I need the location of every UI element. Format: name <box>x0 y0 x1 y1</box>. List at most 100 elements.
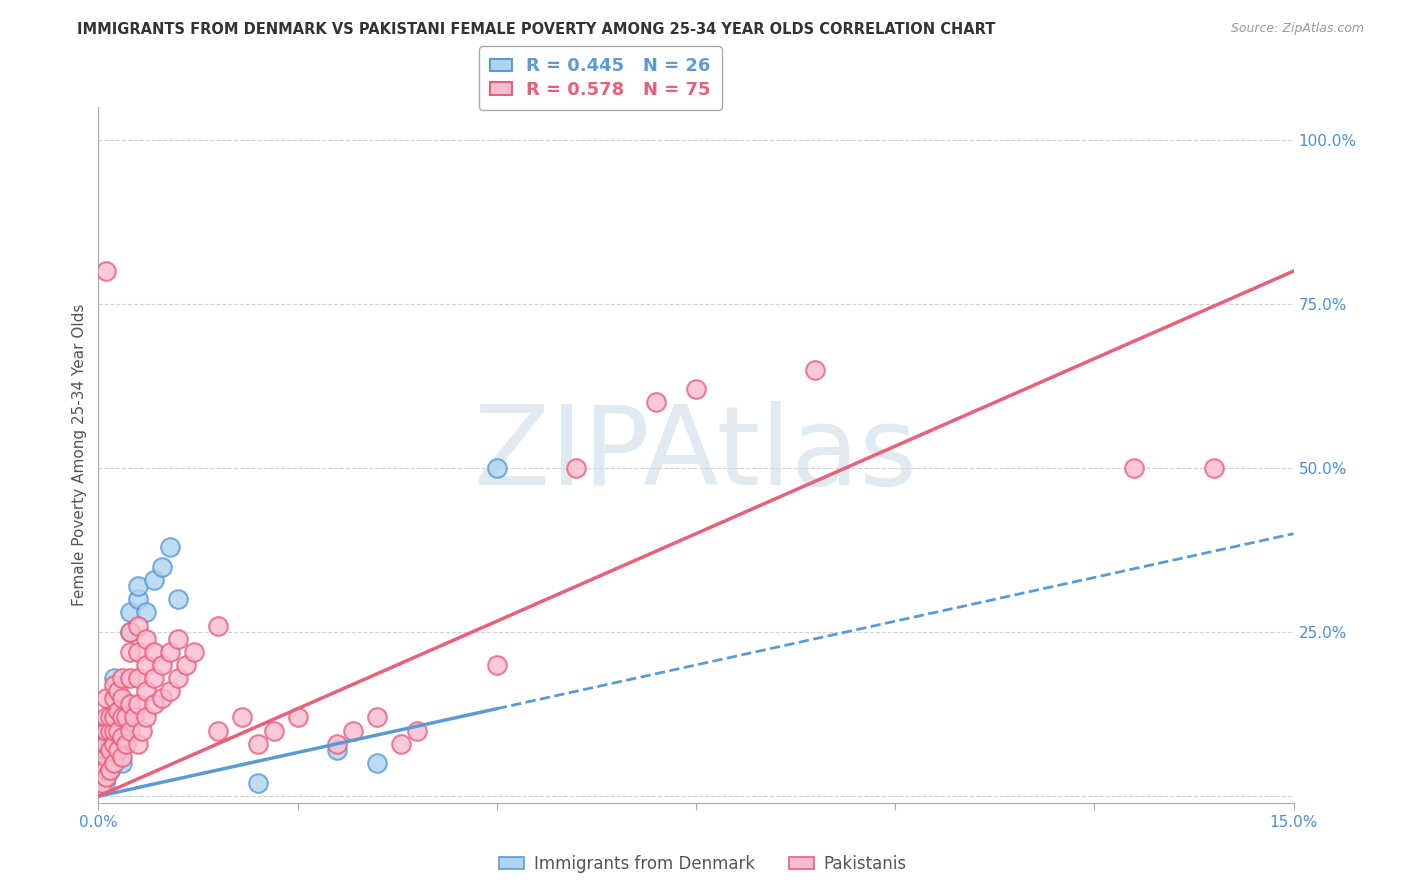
Point <box>167 592 190 607</box>
Point <box>120 625 142 640</box>
Point <box>485 657 508 672</box>
Point <box>96 264 118 278</box>
Point <box>135 684 157 698</box>
Point <box>143 573 166 587</box>
Legend: R = 0.445   N = 26, R = 0.578   N = 75: R = 0.445 N = 26, R = 0.578 N = 75 <box>479 46 721 110</box>
Point <box>111 671 134 685</box>
Point <box>103 690 125 705</box>
Point <box>1202 461 1225 475</box>
Point <box>96 690 118 705</box>
Point <box>150 690 173 705</box>
Point <box>103 723 125 738</box>
Point <box>91 776 114 790</box>
Point <box>143 698 166 712</box>
Point <box>167 632 190 646</box>
Y-axis label: Female Poverty Among 25-34 Year Olds: Female Poverty Among 25-34 Year Olds <box>72 304 87 606</box>
Point <box>246 776 269 790</box>
Point <box>103 678 125 692</box>
Point <box>246 737 269 751</box>
Point <box>174 657 197 672</box>
Point <box>135 710 157 724</box>
Point <box>120 625 142 640</box>
Text: Source: ZipAtlas.com: Source: ZipAtlas.com <box>1230 22 1364 36</box>
Point <box>96 710 118 724</box>
Point <box>107 704 129 718</box>
Point <box>94 776 117 790</box>
Point <box>107 723 129 738</box>
Point <box>103 671 125 685</box>
Point <box>135 657 157 672</box>
Point <box>103 756 125 771</box>
Point <box>685 382 707 396</box>
Point <box>115 710 138 724</box>
Point <box>127 645 149 659</box>
Point <box>231 710 253 724</box>
Point <box>127 618 149 632</box>
Point <box>159 684 181 698</box>
Point <box>96 737 118 751</box>
Text: IMMIGRANTS FROM DENMARK VS PAKISTANI FEMALE POVERTY AMONG 25-34 YEAR OLDS CORREL: IMMIGRANTS FROM DENMARK VS PAKISTANI FEM… <box>77 22 995 37</box>
Point <box>103 737 125 751</box>
Point <box>406 723 429 738</box>
Point <box>107 684 129 698</box>
Point <box>98 763 122 777</box>
Point <box>96 770 118 784</box>
Point <box>131 723 153 738</box>
Point <box>159 540 181 554</box>
Point <box>159 645 181 659</box>
Point <box>94 763 117 777</box>
Point <box>111 690 134 705</box>
Point <box>98 723 122 738</box>
Point <box>143 671 166 685</box>
Point <box>120 723 142 738</box>
Point <box>107 690 129 705</box>
Point <box>111 756 134 771</box>
Point <box>150 559 173 574</box>
Point <box>135 632 157 646</box>
Point <box>103 710 125 724</box>
Point <box>366 710 388 724</box>
Point <box>143 645 166 659</box>
Point <box>120 606 142 620</box>
Point <box>111 730 134 744</box>
Point <box>183 645 205 659</box>
Point <box>167 671 190 685</box>
Point <box>98 763 122 777</box>
Point <box>804 362 827 376</box>
Point <box>120 645 142 659</box>
Point <box>96 743 118 757</box>
Point <box>326 743 349 757</box>
Point <box>111 749 134 764</box>
Point <box>127 737 149 751</box>
Point <box>120 671 142 685</box>
Point <box>96 723 118 738</box>
Point <box>127 592 149 607</box>
Point <box>127 698 149 712</box>
Point <box>342 723 364 738</box>
Point <box>127 671 149 685</box>
Point <box>645 395 668 409</box>
Point <box>98 710 122 724</box>
Point <box>207 618 229 632</box>
Point <box>366 756 388 771</box>
Point <box>107 743 129 757</box>
Point <box>103 710 125 724</box>
Point <box>103 749 125 764</box>
Point <box>120 698 142 712</box>
Point <box>127 579 149 593</box>
Point <box>111 710 134 724</box>
Point <box>565 461 588 475</box>
Point <box>389 737 412 751</box>
Point <box>485 461 508 475</box>
Point <box>150 657 173 672</box>
Legend: Immigrants from Denmark, Pakistanis: Immigrants from Denmark, Pakistanis <box>492 848 914 880</box>
Point <box>98 743 122 757</box>
Text: ZIPAtlas: ZIPAtlas <box>474 401 918 508</box>
Point <box>263 723 285 738</box>
Point <box>135 606 157 620</box>
Point <box>98 737 122 751</box>
Point <box>115 737 138 751</box>
Point <box>207 723 229 738</box>
Point <box>111 723 134 738</box>
Point <box>96 723 118 738</box>
